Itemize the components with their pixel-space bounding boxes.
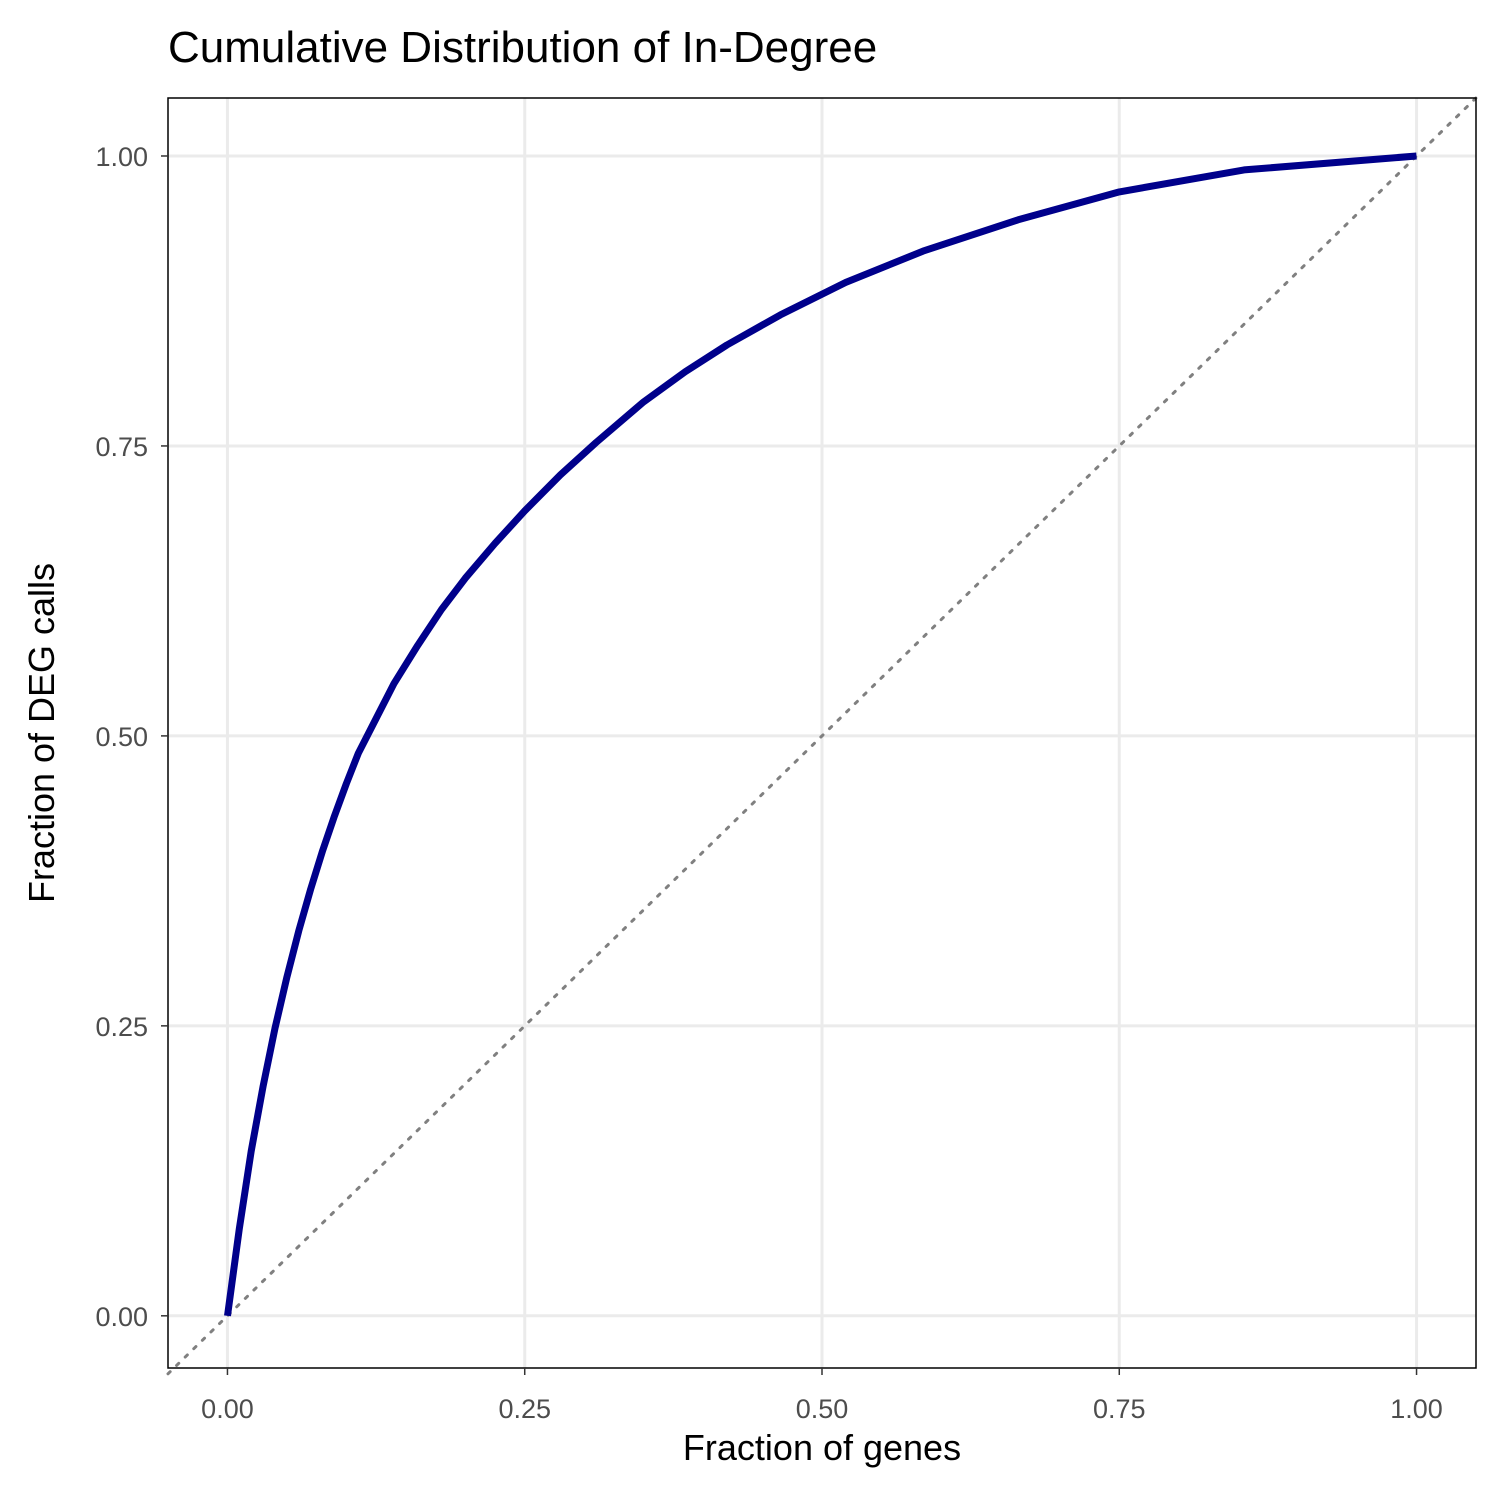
y-tick-label-4: 1.00 [95, 142, 148, 172]
y-axis-ticks: 0.00 0.25 0.50 0.75 1.00 [95, 142, 168, 1332]
x-tick-label-2: 0.50 [796, 1394, 849, 1424]
grid [168, 98, 1476, 1368]
y-tick-label-0: 0.00 [95, 1302, 148, 1332]
y-axis-title: Fraction of DEG calls [21, 563, 62, 903]
y-tick-label-1: 0.25 [95, 1012, 148, 1042]
x-tick-label-0: 0.00 [201, 1394, 254, 1424]
x-tick-label-1: 0.25 [498, 1394, 551, 1424]
chart-title: Cumulative Distribution of In-Degree [168, 23, 877, 72]
reference-line-group [166, 96, 1478, 1376]
y-tick-label-3: 0.75 [95, 432, 148, 462]
series-line-0 [224, 152, 1417, 1317]
series-group [224, 152, 1417, 1317]
x-tick-label-3: 0.75 [1093, 1394, 1146, 1424]
reference-diagonal-line [166, 96, 1478, 1376]
y-tick-label-2: 0.50 [95, 722, 148, 752]
x-axis-title: Fraction of genes [683, 1427, 961, 1468]
x-axis-ticks: 0.00 0.25 0.50 0.75 1.00 [201, 1368, 1443, 1424]
x-tick-label-4: 1.00 [1390, 1394, 1443, 1424]
